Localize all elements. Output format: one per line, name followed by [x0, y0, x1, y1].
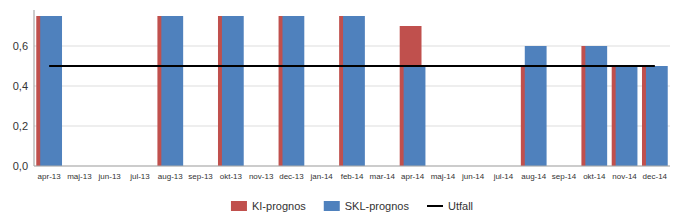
- x-tick-label: maj-13: [67, 172, 92, 181]
- bar: [404, 66, 426, 166]
- y-tick-label: 0,4: [13, 80, 28, 92]
- legend-item: KI-prognos: [231, 200, 306, 212]
- y-axis-line: [34, 10, 35, 166]
- grid-line: [34, 166, 670, 167]
- bar: [525, 46, 547, 166]
- x-tick-label: apr-14: [401, 172, 425, 181]
- x-tick-label: okt-13: [220, 172, 243, 181]
- x-tick-label: feb-14: [341, 172, 364, 181]
- x-tick-label: sep-13: [188, 172, 213, 181]
- x-tick-label: mar-14: [370, 172, 396, 181]
- bar: [40, 16, 62, 166]
- legend-swatch: [324, 201, 340, 211]
- x-tick-label: jul-14: [493, 172, 514, 181]
- x-tick-label: okt-14: [583, 172, 606, 181]
- legend-swatch: [231, 201, 247, 211]
- chart-container: 0,0 0,2 0,4 0,6 apr-13 maj-13 jun-13 jul-13 aug-…: [0, 0, 680, 222]
- x-tick-label: nov-13: [249, 172, 274, 181]
- legend: KI-prognos SKL-prognos Utfall: [231, 200, 473, 212]
- bar: [222, 16, 244, 166]
- y-tick-label: 0,6: [13, 40, 28, 52]
- line: [49, 65, 655, 67]
- x-tick-label: jun-13: [98, 172, 122, 181]
- chart: 0,0 0,2 0,4 0,6 apr-13 maj-13 jun-13 jul-13 aug-…: [0, 0, 680, 222]
- bar: [616, 66, 638, 166]
- bar: [585, 46, 607, 166]
- x-tick-label: dec-14: [643, 172, 668, 181]
- legend-item: SKL-prognos: [324, 200, 410, 212]
- x-tick-label: aug-14: [521, 172, 546, 181]
- x-tick-label: maj-14: [431, 172, 456, 181]
- marks: [36, 16, 667, 166]
- x-axis-line: [34, 166, 670, 167]
- x-tick-label: jan-14: [310, 172, 334, 181]
- x-tick-label: jun-14: [461, 172, 485, 181]
- legend-label: Utfall: [448, 200, 473, 212]
- x-tick-label: jul-13: [129, 172, 150, 181]
- x-tick-label: nov-14: [612, 172, 637, 181]
- x-tick-label: sep-14: [552, 172, 577, 181]
- bar: [343, 16, 365, 166]
- legend-label: KI-prognos: [252, 200, 306, 212]
- bar: [282, 16, 304, 166]
- legend-label: SKL-prognos: [345, 200, 410, 212]
- bar: [161, 16, 183, 166]
- y-tick-label: 0,2: [13, 120, 28, 132]
- y-tick-label: 0,0: [13, 160, 28, 172]
- x-tick-label: dec-13: [279, 172, 304, 181]
- bar: [646, 66, 668, 166]
- x-tick-label: apr-13: [38, 172, 62, 181]
- legend-swatch: [427, 205, 443, 207]
- legend-item: Utfall: [427, 200, 473, 212]
- x-tick-label: aug-13: [158, 172, 183, 181]
